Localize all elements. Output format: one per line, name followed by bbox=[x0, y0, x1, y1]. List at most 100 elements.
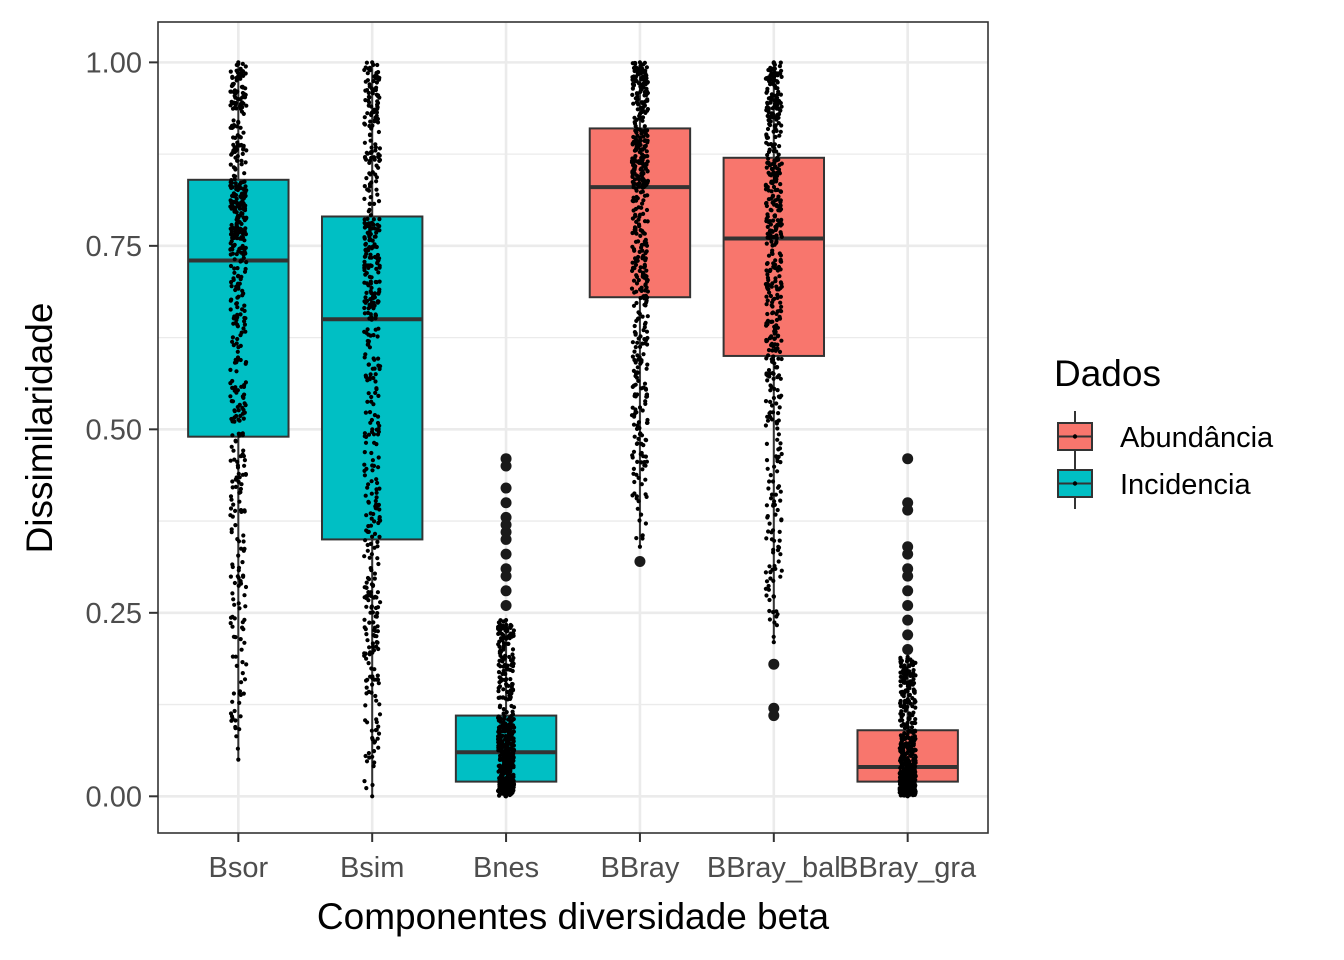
jitter-point bbox=[374, 495, 379, 500]
jitter-point bbox=[766, 96, 772, 101]
jitter-point bbox=[242, 269, 248, 274]
jitter-point bbox=[765, 338, 770, 343]
jitter-point bbox=[904, 783, 909, 788]
jitter-point bbox=[375, 99, 380, 104]
jitter-point bbox=[232, 708, 237, 714]
jitter-point bbox=[909, 681, 914, 686]
jitter-point bbox=[767, 371, 772, 376]
jitter-point bbox=[371, 222, 376, 227]
outlier-point bbox=[500, 511, 512, 523]
jitter-point bbox=[377, 702, 382, 707]
jitter-point bbox=[366, 339, 371, 344]
jitter-point bbox=[497, 705, 502, 710]
jitter-point bbox=[375, 104, 380, 109]
jitter-point bbox=[770, 479, 776, 484]
jitter-point bbox=[369, 728, 374, 733]
outlier-point bbox=[500, 453, 512, 465]
jitter-point bbox=[906, 765, 912, 770]
jitter-point bbox=[234, 301, 239, 306]
jitter-point bbox=[364, 330, 369, 335]
jitter-point bbox=[233, 155, 238, 160]
jitter-point bbox=[244, 148, 249, 153]
jitter-point bbox=[902, 703, 907, 708]
jitter-point bbox=[765, 466, 770, 471]
jitter-point bbox=[641, 352, 646, 357]
jitter-point bbox=[370, 427, 375, 432]
jitter-point bbox=[363, 373, 368, 378]
jitter-point bbox=[369, 479, 374, 484]
jitter-point bbox=[232, 457, 237, 462]
plot-panel-border bbox=[157, 21, 989, 834]
jitter-point bbox=[640, 314, 645, 319]
jitter-point bbox=[244, 103, 249, 108]
jitter-point bbox=[773, 258, 778, 263]
jitter-point bbox=[778, 267, 783, 272]
jitter-point bbox=[235, 266, 240, 271]
y-axis-title: Dissimilaridade bbox=[19, 303, 60, 554]
jitter-point bbox=[232, 257, 237, 262]
jitter-point bbox=[372, 739, 378, 744]
jitter-point bbox=[363, 79, 368, 84]
jitter-point bbox=[496, 715, 501, 721]
jitter-point bbox=[365, 298, 370, 304]
jitter-point bbox=[631, 278, 637, 283]
jitter-point bbox=[240, 199, 245, 204]
jitter-point bbox=[641, 253, 646, 258]
jitter-point bbox=[366, 306, 371, 311]
jitter-point bbox=[768, 576, 773, 581]
jitter-point bbox=[366, 661, 371, 666]
jitter-point bbox=[777, 144, 782, 149]
jitter-point bbox=[373, 142, 378, 147]
jitter-point bbox=[764, 302, 769, 307]
jitter-point bbox=[235, 459, 240, 464]
jitter-point bbox=[239, 162, 244, 167]
jitter-point bbox=[496, 748, 501, 753]
jitter-point bbox=[898, 742, 903, 747]
jitter-point bbox=[372, 576, 377, 581]
jitter-point bbox=[374, 644, 379, 649]
jitter-point bbox=[235, 324, 240, 329]
jitter-point bbox=[640, 341, 645, 346]
jitter-point bbox=[502, 783, 507, 788]
jitter-point bbox=[229, 222, 234, 228]
jitter-point bbox=[642, 138, 647, 143]
jitter-point bbox=[364, 580, 369, 585]
jitter-point bbox=[644, 86, 649, 91]
jitter-point bbox=[631, 471, 636, 476]
jitter-point bbox=[912, 791, 917, 796]
jitter-point bbox=[497, 769, 502, 774]
jitter-point bbox=[242, 593, 247, 598]
jitter-point bbox=[645, 219, 650, 224]
jitter-point bbox=[643, 166, 648, 171]
x-tick-label: Bnes bbox=[473, 852, 539, 884]
jitter-point bbox=[368, 138, 373, 143]
jitter-point bbox=[367, 207, 372, 212]
jitter-point bbox=[769, 303, 774, 308]
jitter-point bbox=[506, 786, 511, 792]
jitter-point bbox=[778, 223, 783, 228]
jitter-point bbox=[373, 390, 378, 395]
jitter-point bbox=[900, 712, 906, 717]
jitter-point bbox=[368, 213, 373, 218]
jitter-point bbox=[632, 121, 638, 126]
jitter-point bbox=[630, 340, 636, 345]
jitter-point bbox=[235, 358, 240, 363]
jitter-point bbox=[778, 441, 783, 446]
jitter-point bbox=[778, 294, 784, 299]
jitter-point bbox=[375, 252, 380, 258]
jitter-point bbox=[768, 268, 773, 273]
jitter-point bbox=[633, 239, 639, 244]
jitter-point bbox=[363, 248, 368, 253]
jitter-point bbox=[369, 516, 374, 521]
jitter-point bbox=[362, 450, 367, 455]
jitter-point bbox=[906, 716, 911, 721]
jitter-point bbox=[371, 628, 377, 633]
jitter-point bbox=[367, 100, 372, 105]
jitter-point bbox=[377, 95, 382, 100]
jitter-point bbox=[644, 329, 650, 334]
jitter-point bbox=[235, 133, 240, 138]
jitter-point bbox=[369, 300, 375, 305]
jitter-point bbox=[632, 479, 637, 485]
jitter-point bbox=[767, 617, 773, 622]
